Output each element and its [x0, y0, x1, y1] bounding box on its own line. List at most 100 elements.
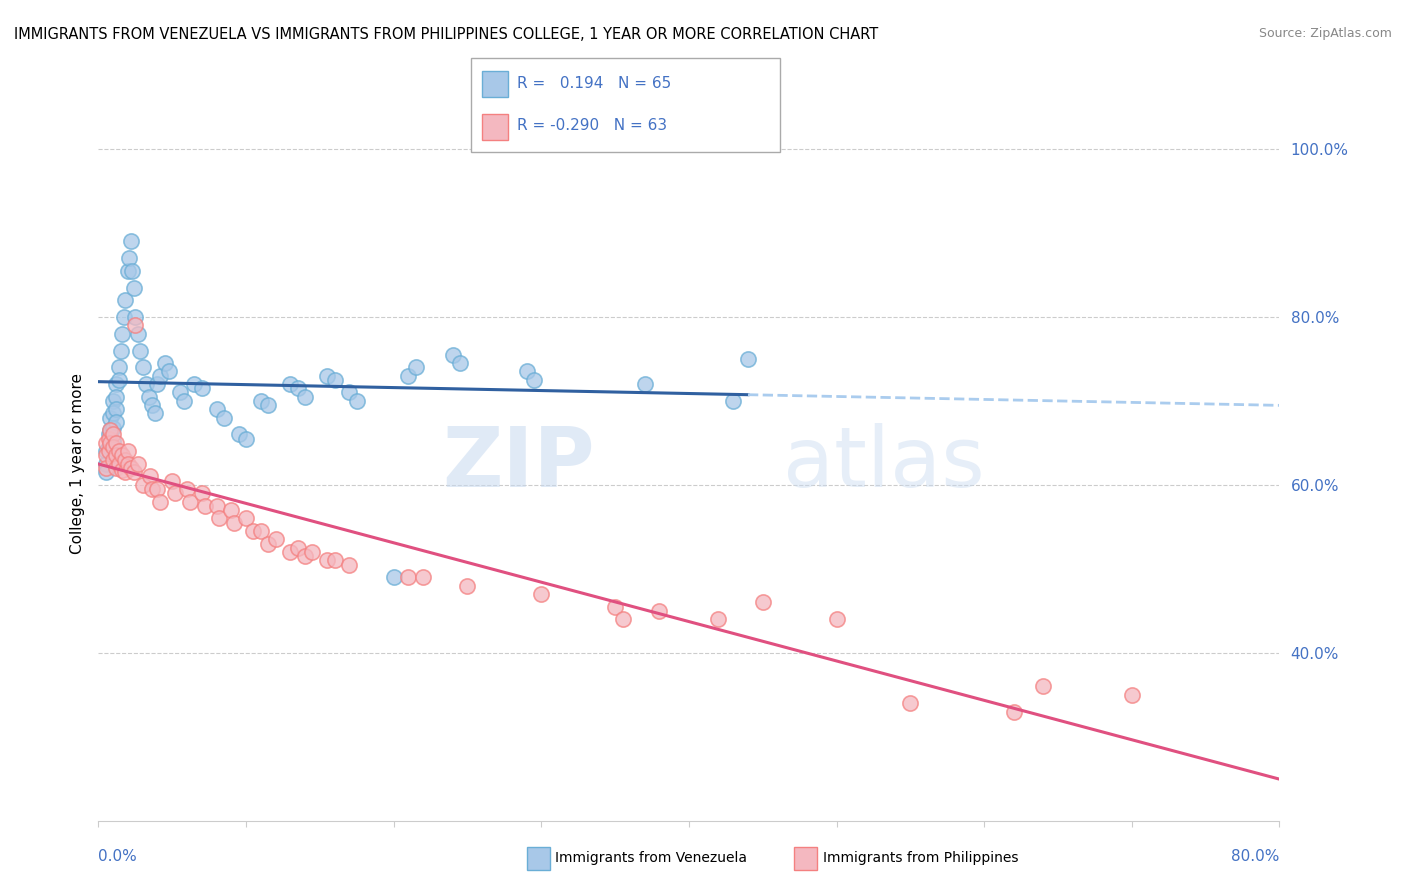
- Point: [121, 264, 143, 278]
- Point: [94, 457, 117, 471]
- Point: [120, 235, 142, 249]
- Point: [382, 570, 405, 584]
- Point: [94, 435, 117, 450]
- Point: [257, 398, 280, 412]
- Point: [825, 612, 848, 626]
- Point: [278, 545, 302, 559]
- Point: [146, 482, 169, 496]
- Point: [105, 390, 128, 404]
- Point: [316, 553, 339, 567]
- Point: [105, 415, 128, 429]
- Point: [294, 390, 316, 404]
- Text: R = -0.290   N = 63: R = -0.290 N = 63: [517, 118, 668, 133]
- Point: [605, 599, 627, 614]
- Point: [149, 494, 172, 508]
- Point: [278, 377, 302, 392]
- Point: [153, 356, 176, 370]
- Point: [346, 393, 368, 408]
- Point: [112, 310, 135, 324]
- Point: [127, 326, 149, 341]
- Point: [128, 343, 150, 358]
- Text: 0.0%: 0.0%: [98, 849, 138, 863]
- Point: [183, 377, 205, 392]
- Point: [141, 482, 163, 496]
- Point: [1121, 688, 1143, 702]
- Point: [94, 449, 117, 463]
- Point: [323, 553, 346, 567]
- Point: [146, 377, 169, 392]
- Point: [124, 318, 146, 333]
- Text: ZIP: ZIP: [441, 424, 595, 504]
- Point: [250, 393, 273, 408]
- Point: [141, 398, 163, 412]
- Text: Immigrants from Venezuela: Immigrants from Venezuela: [555, 851, 748, 865]
- Point: [205, 402, 228, 417]
- Point: [111, 449, 134, 463]
- Point: [98, 423, 121, 437]
- Point: [294, 549, 316, 564]
- Point: [108, 444, 131, 458]
- Point: [127, 457, 149, 471]
- Point: [105, 402, 128, 417]
- Point: [250, 524, 273, 538]
- Point: [135, 377, 157, 392]
- Point: [648, 604, 671, 618]
- Point: [94, 465, 117, 479]
- Point: [242, 524, 264, 538]
- Point: [143, 407, 166, 421]
- Point: [98, 410, 121, 425]
- Point: [737, 351, 759, 366]
- Point: [157, 364, 180, 378]
- Point: [103, 393, 125, 408]
- Point: [94, 461, 117, 475]
- Point: [707, 612, 730, 626]
- Point: [97, 432, 120, 446]
- Point: [1032, 679, 1054, 693]
- Point: [219, 503, 242, 517]
- Point: [122, 280, 145, 294]
- Point: [235, 511, 257, 525]
- Point: [105, 461, 128, 475]
- Point: [287, 541, 309, 555]
- Point: [228, 427, 250, 442]
- Point: [169, 385, 191, 400]
- Point: [205, 499, 228, 513]
- Point: [162, 474, 183, 488]
- Point: [721, 393, 744, 408]
- Point: [212, 410, 235, 425]
- Point: [1002, 705, 1025, 719]
- Point: [633, 377, 655, 392]
- Point: [105, 435, 128, 450]
- Point: [122, 465, 145, 479]
- Point: [103, 427, 125, 442]
- Point: [103, 452, 125, 467]
- Point: [111, 326, 134, 341]
- Point: [114, 452, 136, 467]
- Point: [337, 558, 360, 572]
- Point: [132, 360, 155, 375]
- Point: [323, 373, 346, 387]
- Point: [98, 423, 121, 437]
- Point: [456, 578, 478, 592]
- Point: [612, 612, 634, 626]
- Point: [405, 360, 427, 375]
- Point: [105, 449, 128, 463]
- Point: [94, 444, 117, 458]
- Point: [108, 373, 131, 387]
- Point: [165, 486, 187, 500]
- Point: [224, 516, 246, 530]
- Point: [120, 461, 142, 475]
- Point: [179, 494, 201, 508]
- Point: [523, 373, 546, 387]
- Point: [301, 545, 323, 559]
- Point: [114, 293, 136, 307]
- Text: Immigrants from Philippines: Immigrants from Philippines: [823, 851, 1018, 865]
- Point: [97, 444, 120, 458]
- Point: [396, 570, 419, 584]
- Point: [98, 435, 121, 450]
- Point: [117, 264, 139, 278]
- Point: [235, 432, 257, 446]
- Point: [105, 377, 128, 392]
- Point: [103, 407, 125, 421]
- Point: [412, 570, 434, 584]
